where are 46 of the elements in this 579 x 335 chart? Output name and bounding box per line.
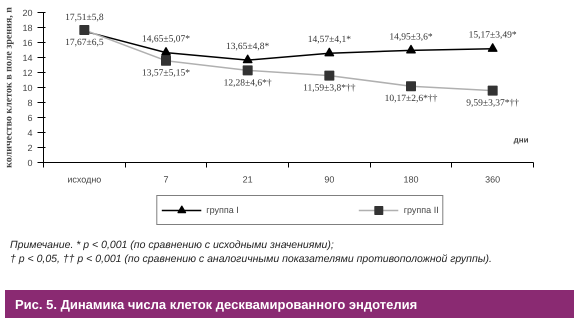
text: † p < 0,05, †† p < 0,001 (по сравнению с аналогичными показателями противоположной группы). [10, 253, 492, 265]
point [324, 48, 334, 56]
y-tick-label: 16 [22, 38, 33, 48]
point [406, 81, 416, 92]
data-label: 13,57±5,15* [142, 68, 190, 79]
y-tick-label: 14 [22, 53, 33, 63]
legend-label: группа I [206, 205, 239, 215]
text: Рис. 5. Динамика числа клеток десквамированного эндотелия [15, 296, 418, 314]
data-label: 17,67±6,5 [65, 38, 104, 48]
data-label: 17,51±5,8 [65, 13, 104, 24]
y-tick-label: 6 [27, 113, 33, 123]
point [242, 65, 253, 76]
x-tick-label: 180 [403, 174, 419, 184]
x-tick-label: 90 [324, 174, 334, 184]
point [488, 86, 498, 96]
point [242, 54, 253, 64]
y-tick-label: 4 [27, 128, 33, 138]
data-label: 14,65±5,07* [142, 34, 190, 45]
y-tick-label: 20 [22, 8, 33, 18]
legend-label: группа II [404, 205, 439, 215]
y-tick-label: 2 [27, 143, 33, 153]
data-label: 15,17±3,49* [468, 30, 517, 41]
point [161, 46, 171, 56]
y-tick-label: 12 [22, 68, 33, 78]
point [488, 43, 498, 52]
point [161, 56, 171, 66]
x-tick-label: исходно [67, 174, 102, 184]
y-tick-label: 8 [27, 98, 33, 108]
data-label: 14,57±4,1* [308, 35, 352, 46]
data-label: 13,65±4,8* [226, 42, 270, 52]
point [406, 44, 416, 54]
data-label: 12,28±4,6*† [224, 78, 272, 88]
data-label: 9,59±3,37*†† [466, 98, 520, 109]
y-axis-title: количество клеток в поле зрения, n [3, 6, 14, 168]
point [324, 70, 334, 81]
y-tick-label: 0 [27, 158, 33, 168]
y-tick-label: 10 [22, 83, 33, 93]
text: Примечание. * p < 0,001 (по сравнению с исходными значениями); [10, 239, 334, 251]
x-tick-label: 21 [242, 174, 253, 184]
data-label: 14,95±3,6* [389, 32, 433, 42]
data-label: 11,59±3,8*†† [303, 84, 356, 94]
x-axis-title: дни [514, 136, 529, 144]
y-tick-label: 18 [22, 23, 33, 33]
x-tick-label: 360 [485, 174, 500, 184]
data-label: 10,17±2,6*†† [384, 94, 438, 104]
x-tick-label: 7 [163, 174, 169, 184]
